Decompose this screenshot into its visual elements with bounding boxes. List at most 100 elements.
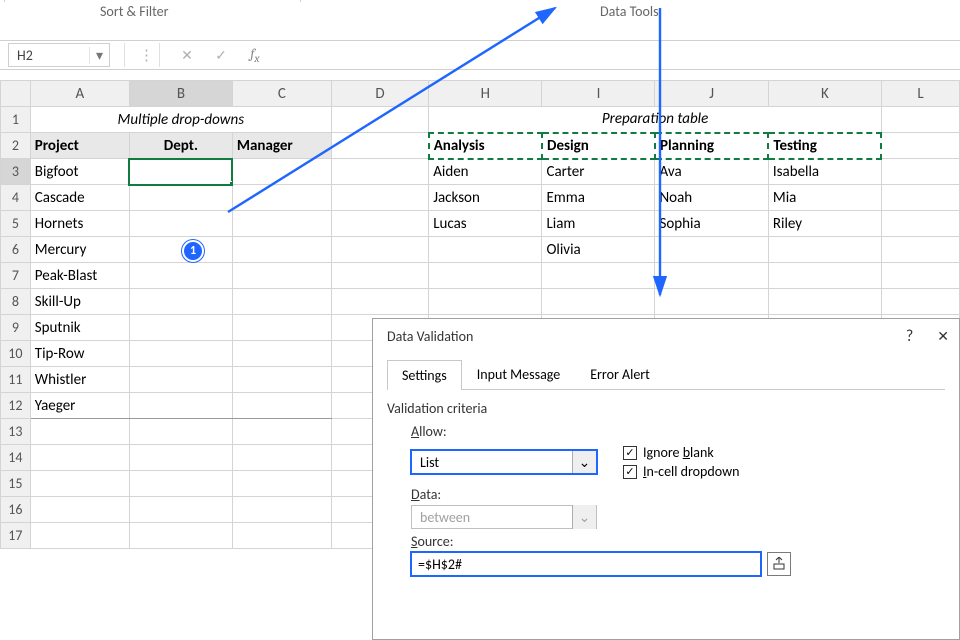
cell[interactable] [331,237,428,263]
cell[interactable] [542,263,655,289]
cell[interactable]: Carter [542,159,655,185]
cell[interactable]: Isabella [768,159,881,185]
cell[interactable] [331,211,428,237]
cell[interactable] [881,211,959,237]
cell[interactable] [232,497,331,523]
source-input[interactable]: =$H$2# [411,552,761,576]
column-header[interactable]: B [129,81,232,107]
cell[interactable] [542,289,655,315]
cell[interactable] [881,133,959,159]
column-header[interactable]: H [429,81,542,107]
cell[interactable] [232,237,331,263]
row-header[interactable]: 2 [1,133,31,159]
name-box[interactable]: H2 ▾ [8,43,110,67]
cell[interactable] [881,159,959,185]
column-header[interactable]: D [331,81,428,107]
cell[interactable] [331,133,428,159]
cell[interactable]: Olivia [542,237,655,263]
row-header[interactable]: 15 [1,471,31,497]
cell[interactable] [881,185,959,211]
cell[interactable] [232,185,331,211]
incell-dropdown-checkbox[interactable]: In-cell dropdown [623,463,739,480]
cell[interactable] [429,263,542,289]
cell[interactable] [232,445,331,471]
column-header[interactable]: L [881,81,959,107]
chevron-down-icon[interactable]: ⌄ [572,450,596,474]
column-header[interactable]: J [655,81,768,107]
row-header[interactable]: 14 [1,445,31,471]
cell[interactable] [129,237,232,263]
cell[interactable]: Project [30,133,129,159]
cell[interactable] [30,523,129,549]
column-header[interactable]: C [232,81,331,107]
cell[interactable]: Planning [655,133,768,159]
cell[interactable]: Whistler [30,367,129,393]
cell[interactable]: Yaeger [30,393,129,419]
cell[interactable] [232,159,331,185]
cell[interactable]: Ava [655,159,768,185]
cell[interactable]: Emma [542,185,655,211]
dialog-close-icon[interactable]: ✕ [937,328,949,345]
cell[interactable] [331,289,428,315]
cell[interactable] [232,419,331,445]
cell[interactable] [881,237,959,263]
cell[interactable] [232,263,331,289]
dialog-titlebar[interactable]: Data Validation ? ✕ [373,319,959,353]
cell[interactable]: Multiple drop-downs [30,107,331,133]
cell[interactable] [30,419,129,445]
cell[interactable] [129,497,232,523]
cell[interactable] [129,445,232,471]
cell[interactable]: Sputnik [30,315,129,341]
cell[interactable]: Noah [655,185,768,211]
cell[interactable] [129,263,232,289]
cell[interactable] [881,289,959,315]
cell[interactable] [129,341,232,367]
tab-error-alert[interactable]: Error Alert [575,359,665,389]
row-header[interactable]: 9 [1,315,31,341]
cell[interactable]: Bigfoot [30,159,129,185]
row-header[interactable]: 4 [1,185,31,211]
cell[interactable] [768,289,881,315]
cell[interactable] [129,185,232,211]
cell[interactable] [129,471,232,497]
dialog-help-icon[interactable]: ? [906,327,913,346]
cell[interactable] [232,289,331,315]
cell[interactable]: Dept. [129,133,232,159]
cell[interactable]: Preparation table [429,107,882,133]
row-header[interactable]: 11 [1,367,31,393]
cell[interactable] [232,523,331,549]
cell[interactable] [331,159,428,185]
cell[interactable]: Lucas [429,211,542,237]
cell[interactable]: Mia [768,185,881,211]
cell[interactable] [331,263,428,289]
cell[interactable] [232,393,331,419]
cell[interactable] [129,289,232,315]
cell[interactable] [30,497,129,523]
cell[interactable] [655,263,768,289]
cell[interactable] [232,367,331,393]
cell[interactable] [30,445,129,471]
cell[interactable]: Peak-Blast [30,263,129,289]
cell[interactable]: Analysis [429,133,542,159]
row-header[interactable]: 5 [1,211,31,237]
row-header[interactable]: 12 [1,393,31,419]
row-header[interactable]: 17 [1,523,31,549]
cell[interactable]: Cascade [30,185,129,211]
cell[interactable] [129,159,232,185]
cell[interactable] [129,211,232,237]
cell[interactable] [655,289,768,315]
range-picker-icon[interactable] [767,552,791,576]
cell[interactable] [881,263,959,289]
cell[interactable]: Hornets [30,211,129,237]
name-box-dropdown-icon[interactable]: ▾ [89,47,109,64]
row-header[interactable]: 3 [1,159,31,185]
cell[interactable]: Tip-Row [30,341,129,367]
cell[interactable]: Testing [768,133,881,159]
cell[interactable]: Sophia [655,211,768,237]
column-header[interactable]: A [30,81,129,107]
enter-formula-icon[interactable]: ✓ [208,47,234,64]
cell[interactable] [881,107,959,133]
cell[interactable] [232,315,331,341]
cell[interactable] [129,367,232,393]
row-header[interactable]: 1 [1,107,31,133]
